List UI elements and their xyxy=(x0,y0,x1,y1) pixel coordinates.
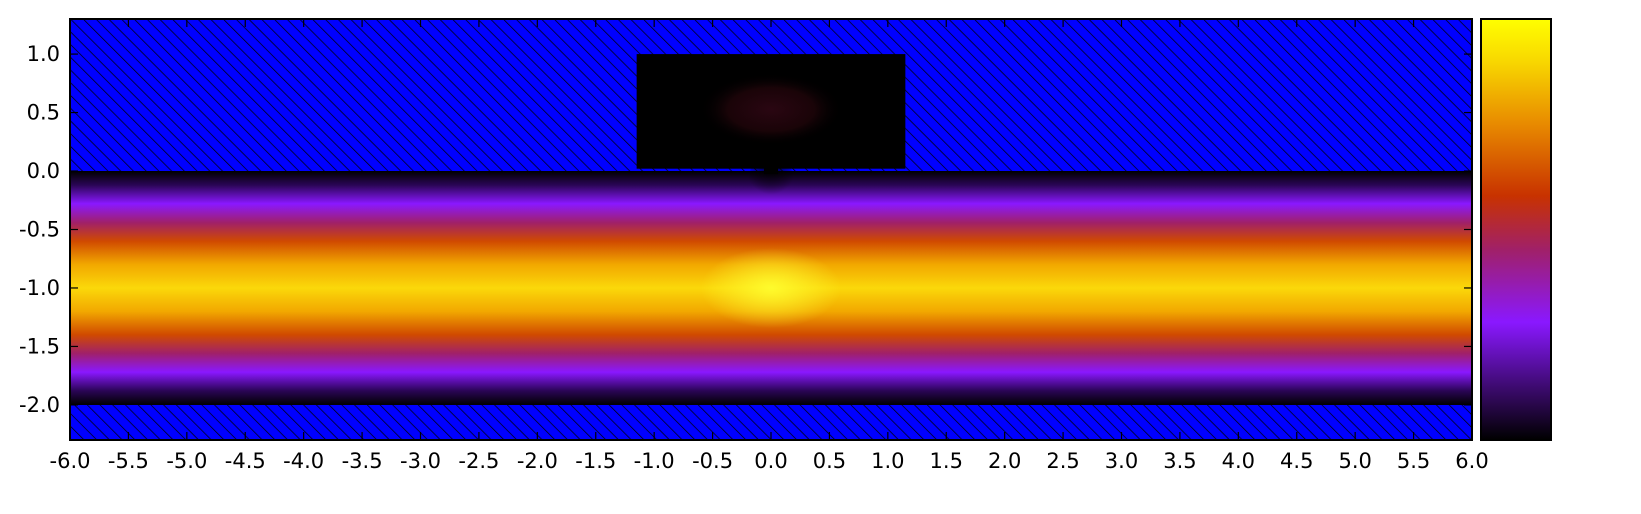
y-tick-label: -1.5 xyxy=(19,334,60,358)
x-tick-label: 3.5 xyxy=(1163,449,1196,473)
x-tick-label: 3.0 xyxy=(1105,449,1138,473)
x-tick-label: 1.0 xyxy=(871,449,904,473)
colorbar xyxy=(1480,18,1552,441)
x-tick-label: -5.0 xyxy=(166,449,207,473)
x-tick-label: -2.0 xyxy=(517,449,558,473)
x-tick-label: 1.5 xyxy=(930,449,963,473)
y-tick-label: 1.0 xyxy=(27,42,60,66)
x-tick-label: -3.0 xyxy=(400,449,441,473)
y-tick-label: -1.0 xyxy=(19,276,60,300)
x-tick-label: 2.5 xyxy=(1046,449,1079,473)
colorbar-gradient xyxy=(1480,18,1552,441)
x-tick-label: 6.0 xyxy=(1455,449,1488,473)
y-axis: 1.0 0.5 0.0 -0.5 -1.0 -1.5 -2.0 xyxy=(19,42,1472,417)
cavity-mode xyxy=(699,73,843,146)
x-tick-label: -4.0 xyxy=(283,449,324,473)
field-hotspot xyxy=(701,247,841,328)
x-tick-label: -5.5 xyxy=(108,449,149,473)
y-tick-label: -0.5 xyxy=(19,218,60,242)
x-tick-label: 4.5 xyxy=(1280,449,1313,473)
x-tick-label: -1.0 xyxy=(634,449,675,473)
x-tick-label: -2.5 xyxy=(458,449,499,473)
x-axis: -6.0 -5.5 -5.0 -4.5 -4.0 -3.5 -3.0 -2.5 -2.0 -1.5… xyxy=(50,19,1489,473)
x-tick-label: -1.5 xyxy=(575,449,616,473)
x-tick-label: 5.5 xyxy=(1397,449,1430,473)
x-tick-label: -3.5 xyxy=(342,449,383,473)
x-tick-label: -0.5 xyxy=(692,449,733,473)
x-tick-label: 5.0 xyxy=(1338,449,1371,473)
x-tick-label: -4.5 xyxy=(225,449,266,473)
x-tick-label: 0.0 xyxy=(754,449,787,473)
plot-area xyxy=(70,19,1472,440)
y-tick-label: -2.0 xyxy=(19,393,60,417)
y-tick-label: 0.0 xyxy=(27,159,60,183)
x-tick-label: 0.5 xyxy=(813,449,846,473)
coupling-stub xyxy=(764,167,778,175)
x-tick-label: 4.0 xyxy=(1222,449,1255,473)
y-tick-label: 0.5 xyxy=(27,101,60,125)
x-tick-label: -6.0 xyxy=(50,449,91,473)
x-tick-label: 2.0 xyxy=(988,449,1021,473)
